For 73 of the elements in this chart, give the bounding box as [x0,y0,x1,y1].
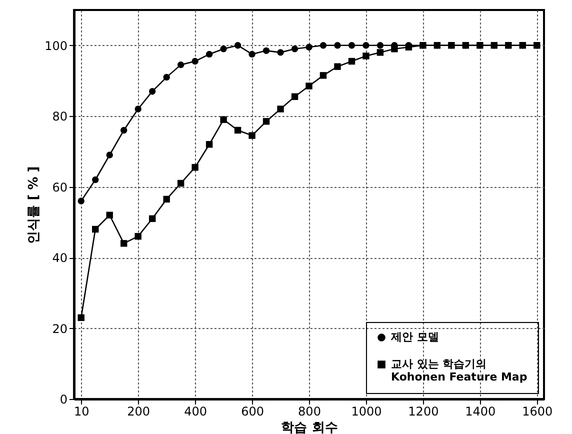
point [220,116,227,123]
point [490,42,498,49]
point [320,72,327,79]
point [262,47,270,54]
point [234,126,242,134]
point [220,46,227,52]
y-tick-label: 40 [52,251,68,266]
point [334,63,341,70]
point [306,44,312,50]
point [420,42,426,49]
y-tick-label: 100 [44,38,68,53]
point [291,46,298,52]
point [177,61,184,68]
point [434,42,441,49]
point [106,212,113,218]
x-tick-label: 800 [298,404,321,418]
y-tick-label: 0 [60,392,68,406]
point [120,126,128,134]
y-tick-label: 60 [52,180,68,194]
point [206,141,213,148]
point [92,176,99,184]
legend-label: 제안 모델 [390,330,439,344]
point [277,106,284,112]
x-tick-label: 1400 [465,404,496,418]
point [448,42,455,49]
point [248,132,256,139]
point [163,196,170,203]
x-tick-label: 400 [184,404,208,418]
point [192,58,198,65]
point [134,232,142,240]
x-tick-label: 1600 [522,404,553,418]
point [92,226,99,233]
point [476,42,484,49]
x-tick-label: 200 [127,404,150,418]
point [78,198,84,204]
point [320,42,327,49]
x-tick-label: 600 [241,404,264,418]
point [505,42,512,49]
point [534,42,540,49]
y-tick-label: 20 [52,322,68,336]
point [348,42,356,49]
point [277,49,284,56]
point [206,50,213,58]
point [348,58,356,65]
point [376,42,384,49]
point [262,118,270,125]
point [234,42,242,49]
point [291,93,298,100]
point [391,46,398,52]
point [177,180,184,187]
point [106,152,113,158]
point [163,74,170,81]
y-axis-title: 인식률 [ % ] [26,166,42,244]
point [248,50,256,58]
point [334,42,341,49]
y-tick-label: 80 [52,110,68,124]
point [376,49,384,56]
point [134,106,142,112]
point [306,82,312,90]
point [192,164,198,171]
point [519,42,526,49]
x-tick-label: 1000 [351,404,382,418]
point [462,42,470,49]
x-axis-title: 학습 회수 [281,420,338,434]
point [148,215,156,222]
point [362,42,370,49]
legend-label: 교사 있는 학습기의 Kohonen Feature Map [391,358,528,384]
point [78,314,84,322]
point [120,240,128,247]
x-tick-label: 1200 [408,404,439,418]
point [362,52,370,60]
x-tick-label: 10 [74,404,90,418]
point [148,88,156,95]
